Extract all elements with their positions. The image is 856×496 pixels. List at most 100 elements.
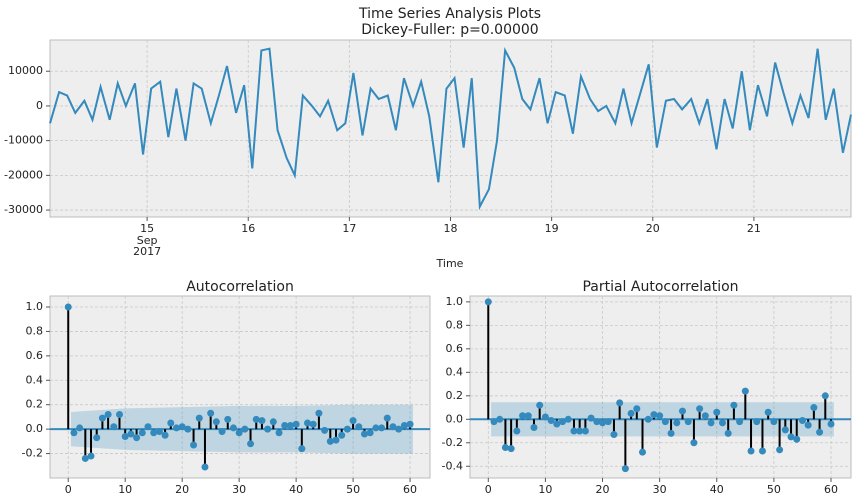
stem-marker	[201, 463, 209, 471]
stem-marker	[332, 436, 340, 444]
stem-marker	[673, 419, 681, 427]
y-tick-label: -0.2	[442, 436, 463, 449]
stem-marker	[793, 435, 801, 443]
stem-marker	[76, 424, 84, 432]
x-tick-label: 60	[824, 483, 838, 496]
stem-marker	[821, 392, 829, 400]
stem-marker	[292, 420, 300, 428]
x-tick-label: 20	[646, 222, 660, 235]
stem-marker	[167, 419, 175, 427]
stem-marker	[616, 399, 624, 407]
x-tick-label: 30	[653, 483, 667, 496]
stem-marker	[496, 415, 504, 423]
stem-marker	[172, 424, 180, 432]
stem-marker	[349, 417, 357, 425]
stem-marker	[116, 410, 124, 418]
stem-marker	[269, 418, 277, 426]
stem-marker	[110, 423, 118, 431]
stem-marker	[395, 425, 403, 433]
stem-marker	[218, 428, 226, 436]
stem-marker	[678, 407, 686, 415]
stem-marker	[70, 429, 78, 437]
subplot-title: Autocorrelation	[186, 279, 294, 295]
x-date-month: Sep	[137, 234, 158, 247]
stem-marker	[378, 424, 386, 432]
y-tick-label: 1.0	[446, 295, 464, 308]
stem-marker	[804, 421, 812, 429]
stem-marker	[207, 409, 215, 417]
subplot-title: Partial Autocorrelation	[582, 279, 738, 295]
stem-marker	[326, 437, 334, 445]
x-tick-label: 20	[175, 483, 189, 496]
stem-marker	[564, 415, 572, 423]
y-tick-label: 0.0	[26, 422, 44, 435]
stem-marker	[781, 426, 789, 434]
y-tick-label: 0.4	[26, 373, 44, 386]
y-tick-label: -0.4	[442, 459, 463, 472]
x-tick-label: 0	[65, 483, 72, 496]
stem-marker	[121, 432, 129, 440]
stem-marker	[724, 429, 732, 437]
stem-marker	[389, 423, 397, 431]
stem-marker	[581, 427, 589, 435]
stem-marker	[383, 414, 391, 422]
stem-marker	[304, 419, 312, 427]
stem-marker	[684, 418, 692, 426]
stem-marker	[541, 413, 549, 421]
stem-marker	[155, 428, 163, 436]
y-tick-label: -30000	[4, 203, 43, 216]
stem-marker	[309, 420, 317, 428]
stem-marker	[298, 445, 306, 453]
stem-marker	[87, 452, 95, 460]
stem-marker	[667, 429, 675, 437]
stem-marker	[161, 431, 169, 439]
stem-marker	[787, 433, 795, 441]
x-date-year: 2017	[133, 245, 161, 258]
x-tick-label: 40	[289, 483, 303, 496]
x-tick-label: 0	[485, 483, 492, 496]
stem-marker	[178, 423, 186, 431]
x-tick-label: 50	[346, 483, 360, 496]
x-tick-label: 15	[140, 222, 154, 235]
y-tick-label: 0.6	[446, 342, 464, 355]
stem-marker	[366, 429, 374, 437]
stem-marker	[576, 427, 584, 435]
stem-marker	[730, 401, 738, 409]
y-tick-label: 0.2	[446, 389, 464, 402]
y-tick-label: 0	[36, 99, 43, 112]
stem-marker	[524, 412, 532, 420]
x-tick-label: 10	[118, 483, 132, 496]
stem-marker	[355, 423, 363, 431]
stem-marker	[195, 414, 203, 422]
stem-marker	[64, 303, 72, 311]
stem-marker	[247, 440, 255, 448]
stem-marker	[360, 430, 368, 438]
stem-marker	[400, 421, 408, 429]
y-tick-label: 0.0	[446, 412, 464, 425]
stem-marker	[696, 405, 704, 413]
stem-marker	[321, 426, 329, 434]
stem-marker	[229, 424, 237, 432]
stem-marker	[770, 418, 778, 426]
stem-marker	[713, 408, 721, 416]
y-tick-label: 1.0	[26, 300, 44, 313]
figure-subtitle: Dickey-Fuller: p=0.00000	[361, 22, 538, 38]
stem-marker	[275, 429, 283, 437]
x-tick-label: 17	[342, 222, 356, 235]
y-tick-label: 0.8	[446, 318, 464, 331]
stem-marker	[570, 427, 578, 435]
stem-marker	[656, 412, 664, 420]
stem-marker	[338, 431, 346, 439]
stem-marker	[599, 419, 607, 427]
plot-area	[49, 295, 431, 479]
x-tick-label: 20	[596, 483, 610, 496]
stem-marker	[104, 410, 112, 418]
y-tick-label: -20000	[4, 168, 43, 181]
stem-marker	[258, 417, 266, 425]
series-line	[49, 46, 852, 211]
stem-marker	[610, 431, 618, 439]
stem-marker	[127, 430, 135, 438]
stem-marker	[553, 420, 561, 428]
stem-marker	[633, 405, 641, 413]
